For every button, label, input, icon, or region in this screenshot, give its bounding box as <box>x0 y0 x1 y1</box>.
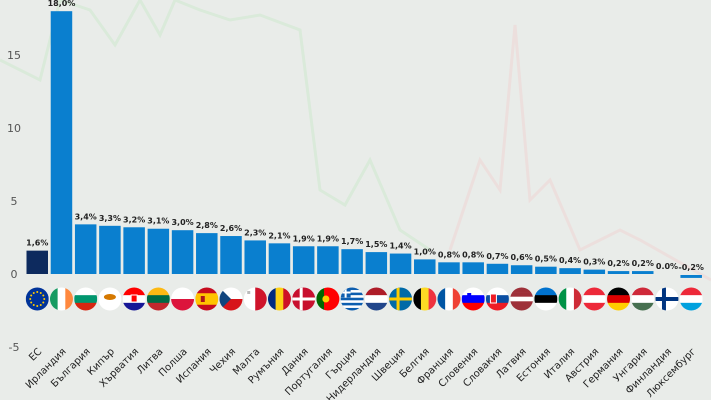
estonia-flag-icon <box>534 287 558 311</box>
data-label: 0,7% <box>486 252 508 261</box>
germany-flag-icon <box>607 287 631 311</box>
denmark-flag-icon <box>292 287 316 311</box>
cyprus-flag-icon <box>98 287 122 311</box>
bar <box>292 246 315 274</box>
y-tick-label: 10 <box>7 122 21 135</box>
y-tick-label: 15 <box>7 49 21 62</box>
bulgaria-flag-icon <box>74 287 98 311</box>
bar <box>510 265 533 274</box>
malta-flag-icon <box>243 287 267 311</box>
slovakia-flag-icon <box>485 287 509 311</box>
slovenia-flag-icon <box>461 287 485 311</box>
data-label: 0.0% <box>656 262 678 271</box>
bar <box>486 263 509 274</box>
data-label: -0,2% <box>678 263 704 272</box>
finland-flag-icon <box>655 287 679 311</box>
x-tick-label: ЕС <box>27 346 44 363</box>
luxembourg-flag-icon <box>679 287 703 311</box>
france-flag-icon <box>437 287 461 311</box>
ireland-flag-icon <box>49 287 73 311</box>
bar <box>99 225 121 274</box>
data-label: 0,2% <box>632 259 654 268</box>
czechia-flag-icon <box>219 287 243 311</box>
data-label: 3,1% <box>147 217 169 226</box>
y-tick-label: 0 <box>11 268 18 281</box>
background-decoration <box>0 0 711 282</box>
eu-flag-icon <box>25 287 49 311</box>
data-label: 1,0% <box>414 247 436 256</box>
bar <box>341 249 363 274</box>
netherlands-flag-icon <box>364 287 388 311</box>
bar <box>583 269 606 274</box>
bar <box>535 266 557 274</box>
data-label: 2,1% <box>268 231 290 240</box>
bar <box>26 250 48 274</box>
spain-flag-icon <box>195 287 219 311</box>
data-label: 3,3% <box>99 214 121 223</box>
data-label: 1,9% <box>293 234 315 243</box>
bar <box>171 230 194 274</box>
bar <box>220 236 242 274</box>
data-label: 2,3% <box>244 228 266 237</box>
data-label: 0,5% <box>535 255 557 264</box>
data-label: 3,2% <box>123 215 145 224</box>
bar <box>365 252 388 274</box>
data-label: 1,4% <box>389 242 411 251</box>
austria-flag-icon <box>582 287 606 311</box>
lithuania-flag-icon <box>146 287 170 311</box>
bar <box>268 243 291 274</box>
sweden-flag-icon <box>389 287 413 311</box>
data-label: 0,3% <box>583 258 605 267</box>
data-label: 2,8% <box>196 221 218 230</box>
data-label: 0,2% <box>607 259 629 268</box>
bar <box>123 227 145 274</box>
bar <box>462 262 484 274</box>
y-tick-label: 5 <box>11 195 18 208</box>
bar <box>414 259 436 274</box>
belgium-flag-icon <box>413 287 437 311</box>
bar <box>317 246 339 274</box>
data-label: 1,5% <box>365 240 387 249</box>
bar <box>607 271 630 274</box>
hungary-flag-icon <box>631 287 655 311</box>
bar <box>74 224 97 274</box>
data-label: 3,4% <box>75 212 97 221</box>
data-label: 2,6% <box>220 224 242 233</box>
data-label: 18,0% <box>48 0 76 8</box>
bar <box>680 275 702 278</box>
y-tick-label: -5 <box>9 341 20 354</box>
italy-flag-icon <box>558 287 582 311</box>
latvia-flag-icon <box>510 287 534 311</box>
data-label: 0,8% <box>438 250 460 259</box>
data-label: 0,6% <box>511 253 533 262</box>
croatia-flag-icon <box>122 287 146 311</box>
bar <box>559 268 581 274</box>
bar <box>147 228 170 274</box>
greece-flag-icon <box>340 287 364 311</box>
data-label: 0,4% <box>559 256 581 265</box>
bar <box>632 271 654 274</box>
data-label: 1,7% <box>341 237 363 246</box>
bar <box>196 233 218 274</box>
poland-flag-icon <box>171 287 195 311</box>
data-label: 3,0% <box>171 218 193 227</box>
bar <box>389 253 412 274</box>
bar <box>50 11 73 274</box>
portugal-flag-icon <box>316 287 340 311</box>
data-label: 1,6% <box>26 239 48 248</box>
romania-flag-icon <box>267 287 291 311</box>
bar <box>438 262 460 274</box>
data-label: 1,9% <box>317 234 339 243</box>
bar <box>244 240 266 274</box>
data-label: 0,8% <box>462 250 484 259</box>
